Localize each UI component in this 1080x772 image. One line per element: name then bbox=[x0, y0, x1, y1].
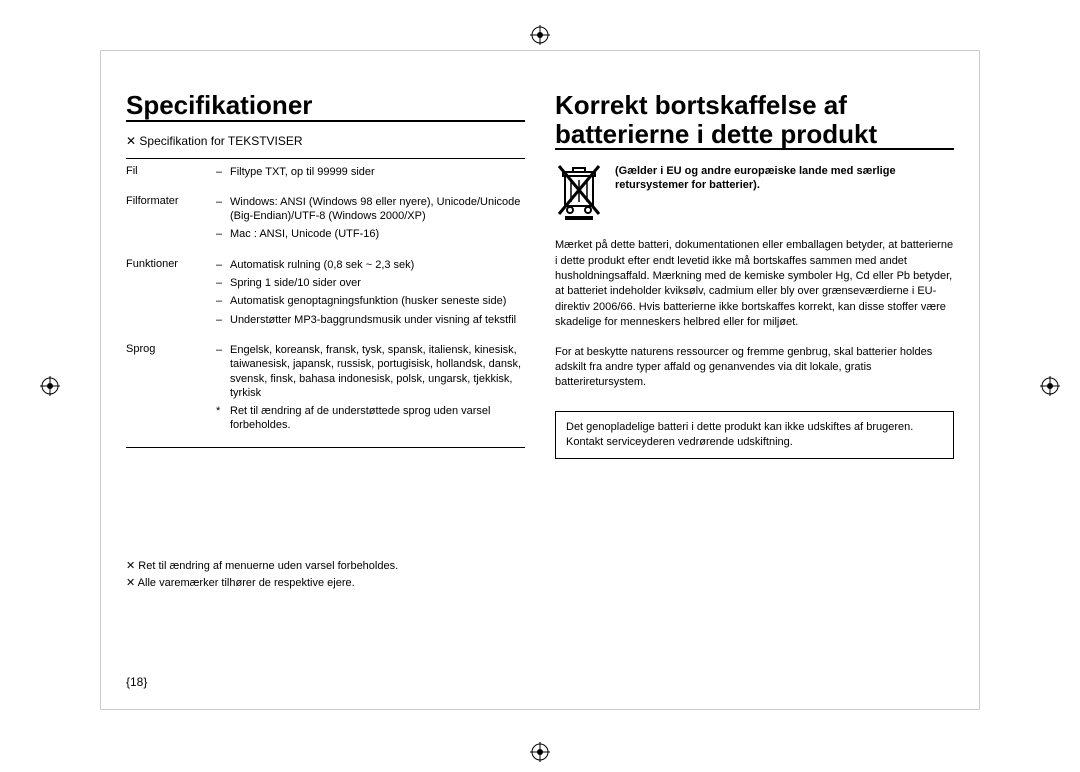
disposal-header-text: (Gælder i EU og andre europæiske lande m… bbox=[615, 162, 954, 222]
disposal-header: (Gælder i EU og andre europæiske lande m… bbox=[555, 162, 954, 222]
crop-mark-right bbox=[1040, 376, 1060, 396]
spec-label: Fil bbox=[126, 165, 216, 183]
spec-value: Filtype TXT, op til 99999 sider bbox=[230, 165, 525, 179]
asterisk-icon: * bbox=[216, 404, 230, 433]
right-column: Korrekt bortskaffelse af batterierne i d… bbox=[555, 91, 954, 689]
spec-subheading: ✕ Specifikation for TEKSTVISER bbox=[126, 134, 525, 148]
disposal-heading: Korrekt bortskaffelse af batterierne i d… bbox=[555, 91, 954, 150]
spec-subheading-text: Specifikation for TEKSTVISER bbox=[139, 134, 302, 148]
spec-value: Automatisk rulning (0,8 sek ~ 2,3 sek) bbox=[230, 258, 525, 272]
disposal-paragraph-1: Mærket på dette batteri, dokumentationen… bbox=[555, 238, 954, 330]
spec-value: Ret til ændring af de understøttede spro… bbox=[230, 404, 525, 433]
spec-row-fil: Fil –Filtype TXT, op til 99999 sider bbox=[126, 159, 525, 189]
footnote-line: ✕ Alle varemærker tilhører de respektive… bbox=[126, 575, 525, 593]
dash-icon: – bbox=[216, 165, 230, 179]
footnote-text: Alle varemærker tilhører de respektive e… bbox=[138, 577, 355, 589]
footnote-line: ✕ Ret til ændring af menuerne uden varse… bbox=[126, 558, 525, 576]
disposal-paragraph-2: For at beskytte naturens ressourcer og f… bbox=[555, 345, 954, 391]
spec-row-sprog: Sprog –Engelsk, koreansk, fransk, tysk, … bbox=[126, 337, 525, 443]
specifications-heading: Specifikationer bbox=[126, 91, 525, 122]
crop-mark-bottom bbox=[530, 742, 550, 762]
spec-table: Fil –Filtype TXT, op til 99999 sider Fil… bbox=[126, 158, 525, 448]
spec-label: Funktioner bbox=[126, 258, 216, 331]
dash-icon: – bbox=[216, 343, 230, 400]
spec-value: Understøtter MP3-baggrundsmusik under vi… bbox=[230, 313, 525, 327]
spec-label: Filformater bbox=[126, 195, 216, 246]
dash-icon: – bbox=[216, 294, 230, 308]
crop-mark-top bbox=[530, 25, 550, 45]
boxed-note: Det genopladelige batteri i dette produk… bbox=[555, 411, 954, 460]
spec-value: Engelsk, koreansk, fransk, tysk, spansk,… bbox=[230, 343, 525, 400]
page-frame: Specifikationer ✕ Specifikation for TEKS… bbox=[100, 50, 980, 710]
dash-icon: – bbox=[216, 258, 230, 272]
footnotes: ✕ Ret til ændring af menuerne uden varse… bbox=[126, 558, 525, 593]
dash-icon: – bbox=[216, 276, 230, 290]
dash-icon: – bbox=[216, 313, 230, 327]
spec-row-filformater: Filformater –Windows: ANSI (Windows 98 e… bbox=[126, 189, 525, 252]
page-number: {18} bbox=[126, 675, 147, 689]
spec-label: Sprog bbox=[126, 343, 216, 437]
spec-value: Windows: ANSI (Windows 98 eller nyere), … bbox=[230, 195, 525, 224]
footnote-text: Ret til ændring af menuerne uden varsel … bbox=[138, 560, 398, 572]
dash-icon: – bbox=[216, 227, 230, 241]
spec-value: Automatisk genoptagningsfunktion (husker… bbox=[230, 294, 525, 308]
spec-row-funktioner: Funktioner –Automatisk rulning (0,8 sek … bbox=[126, 252, 525, 337]
crop-mark-left bbox=[40, 376, 60, 396]
crossed-bin-icon bbox=[555, 162, 603, 222]
spec-divider bbox=[126, 447, 525, 448]
left-column: Specifikationer ✕ Specifikation for TEKS… bbox=[126, 91, 525, 689]
spec-value: Spring 1 side/10 sider over bbox=[230, 276, 525, 290]
dash-icon: – bbox=[216, 195, 230, 224]
spec-value: Mac : ANSI, Unicode (UTF-16) bbox=[230, 227, 525, 241]
